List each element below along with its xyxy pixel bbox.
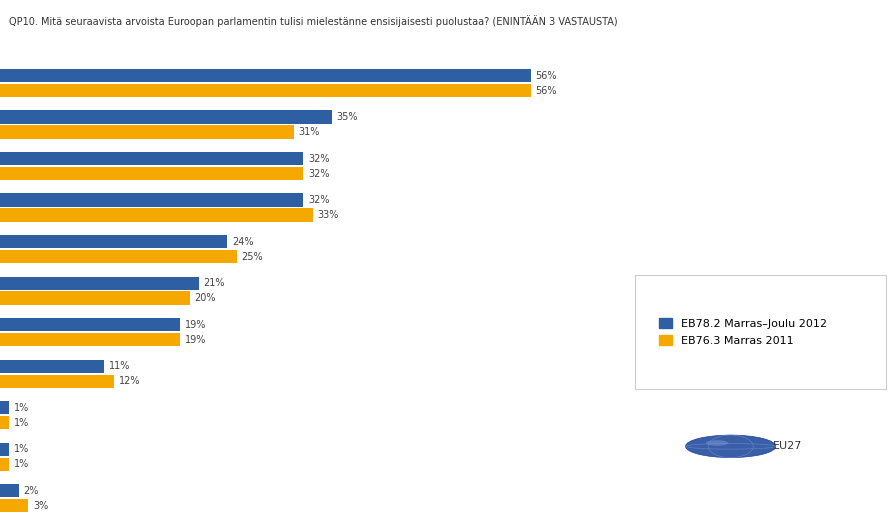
Text: 32%: 32%	[308, 195, 329, 205]
Bar	[0, 277, 198, 290]
Bar	[0, 209, 312, 222]
Text: 19%: 19%	[184, 320, 206, 330]
Bar	[0, 167, 303, 180]
Bar	[0, 416, 10, 429]
Text: 3%: 3%	[33, 501, 48, 511]
Text: EU27: EU27	[772, 441, 802, 452]
Text: QP10. Mitä seuraavista arvoista Euroopan parlamentin tulisi mielestänne ensisija: QP10. Mitä seuraavista arvoista Euroopan…	[9, 16, 617, 28]
Text: 32%: 32%	[308, 154, 329, 163]
Legend: EB78.2 Marras–Joulu 2012, EB76.3 Marras 2011: EB78.2 Marras–Joulu 2012, EB76.3 Marras …	[653, 313, 832, 351]
Text: 12%: 12%	[118, 376, 139, 386]
Text: 2%: 2%	[23, 486, 39, 496]
Text: 20%: 20%	[194, 293, 215, 303]
Text: 56%: 56%	[535, 71, 556, 80]
Bar	[0, 484, 19, 497]
Text: 21%: 21%	[204, 278, 225, 288]
Bar	[0, 360, 104, 373]
Text: 1%: 1%	[14, 418, 30, 428]
Text: 32%: 32%	[308, 169, 329, 179]
Text: 1%: 1%	[14, 403, 30, 413]
Bar	[0, 194, 303, 207]
Text: 33%: 33%	[317, 210, 339, 220]
Bar	[0, 318, 180, 331]
Bar	[0, 333, 180, 346]
Bar	[0, 458, 10, 471]
Bar	[0, 84, 530, 97]
Text: 19%: 19%	[184, 335, 206, 345]
Text: 31%: 31%	[299, 127, 319, 137]
Bar	[0, 499, 29, 512]
Bar	[0, 250, 237, 263]
Text: 35%: 35%	[336, 112, 358, 122]
Circle shape	[685, 435, 775, 458]
Text: 56%: 56%	[535, 86, 556, 95]
Circle shape	[705, 440, 728, 446]
Bar	[0, 443, 10, 456]
Bar	[0, 292, 190, 305]
Bar	[0, 152, 303, 165]
Text: 25%: 25%	[241, 252, 263, 262]
Text: 1%: 1%	[14, 444, 30, 454]
Text: 11%: 11%	[109, 361, 131, 371]
Bar	[0, 401, 10, 414]
Text: 24%: 24%	[232, 237, 253, 247]
Bar	[0, 111, 332, 124]
Bar	[0, 126, 293, 139]
Text: 1%: 1%	[14, 459, 30, 469]
Bar	[0, 235, 227, 248]
Bar	[0, 375, 114, 388]
Bar	[0, 69, 530, 82]
